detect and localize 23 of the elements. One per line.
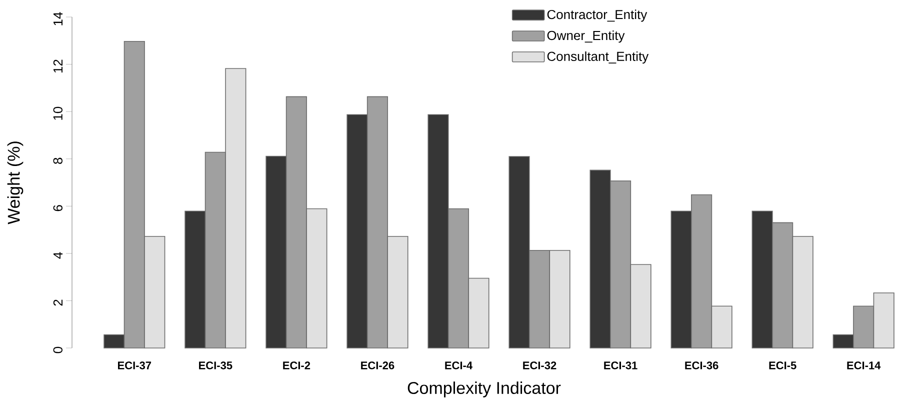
- legend-label: Owner_Entity: [547, 30, 625, 43]
- x-tick-label: ECI-32: [523, 362, 556, 370]
- y-tick-label: 10: [53, 106, 62, 120]
- legend-label: Contractor_Entity: [547, 10, 648, 22]
- x-tick-label: ECI-37: [118, 362, 152, 370]
- x-tick-label: ECI-26: [361, 362, 394, 370]
- legend-label: Consultant_Entity: [547, 51, 649, 64]
- x-tick-label: ECI-36: [685, 362, 718, 370]
- y-tick-label: 4: [54, 252, 62, 259]
- x-tick-label: ECI-5: [769, 362, 796, 370]
- y-tick-label: 14: [54, 12, 62, 26]
- x-axis-title: Complexity Indicator: [408, 382, 561, 398]
- y-tick-label: 2: [53, 300, 62, 306]
- x-tick-label: ECI-35: [199, 362, 232, 370]
- x-tick-label: ECI-2: [283, 362, 310, 370]
- x-tick-label: ECI-31: [604, 362, 638, 370]
- y-tick-label: 0: [53, 346, 62, 354]
- y-axis-title: Weight (%): [7, 142, 24, 224]
- x-tick-label: ECI-4: [445, 362, 472, 370]
- y-tick-label: 6: [53, 205, 62, 212]
- y-tick-label: 8: [53, 158, 62, 164]
- x-tick-label: ECI-14: [847, 362, 881, 370]
- y-tick-label: 12: [53, 60, 62, 73]
